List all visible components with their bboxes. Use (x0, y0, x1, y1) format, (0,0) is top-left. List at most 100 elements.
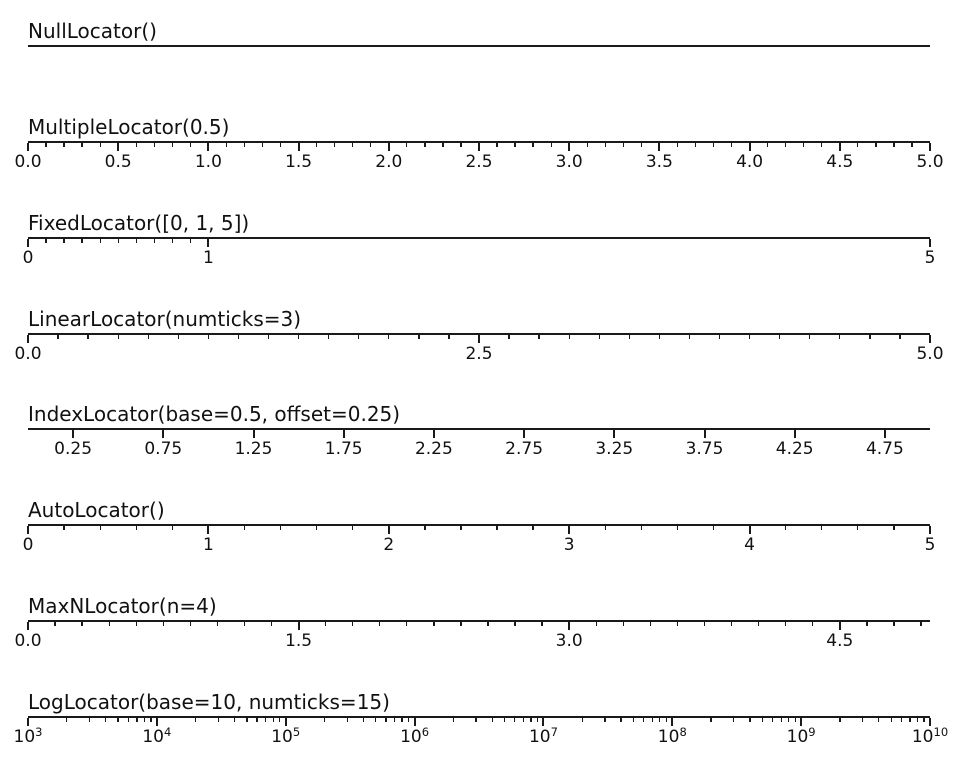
tick-label: 5.0 (916, 151, 944, 172)
minor-tick (393, 718, 396, 723)
minor-tick (401, 718, 403, 723)
tick-label: 107 (528, 724, 558, 748)
minor-tick (604, 142, 606, 147)
major-tick (800, 718, 803, 727)
minor-tick (496, 142, 498, 147)
tick-label: 3.25 (595, 439, 634, 460)
minor-tick (694, 142, 697, 147)
minor-tick (676, 622, 679, 627)
minor-tick (920, 622, 922, 627)
tick-label: 0 (22, 535, 34, 556)
minor-tick (496, 526, 498, 531)
minor-tick (328, 334, 330, 339)
major-tick (252, 430, 255, 439)
minor-tick (460, 142, 462, 147)
minor-tick (839, 718, 841, 723)
major-tick (342, 430, 345, 439)
tick-label: 3.0 (555, 151, 583, 172)
minor-tick (279, 718, 281, 723)
minor-tick (279, 142, 282, 147)
minor-tick (194, 718, 197, 723)
major-tick (703, 430, 706, 439)
minor-tick (108, 622, 110, 627)
minor-tick (538, 334, 540, 339)
tick-label: 103 (13, 724, 43, 748)
tick-label: 5 (924, 247, 936, 268)
tick-label: 1 (202, 247, 214, 268)
minor-tick (352, 622, 354, 627)
major-tick (284, 718, 287, 727)
minor-tick (147, 334, 149, 339)
minor-tick (424, 526, 426, 531)
minor-tick (508, 334, 510, 339)
minor-tick (536, 718, 539, 723)
minor-tick (448, 334, 450, 339)
major-tick (297, 142, 300, 151)
minor-tick (659, 718, 661, 723)
minor-tick (581, 718, 583, 723)
minor-tick (748, 334, 751, 339)
major-tick (478, 334, 480, 343)
tick-label: 4.5 (826, 151, 854, 172)
tick-label: 105 (271, 724, 301, 748)
tick-label: 2.75 (505, 439, 544, 460)
axis-line (28, 45, 930, 47)
exponent: 5 (292, 724, 301, 739)
minor-tick (99, 142, 101, 147)
tick-label: 3 (563, 535, 575, 556)
minor-tick (117, 718, 119, 723)
minor-tick (899, 334, 901, 339)
minor-tick (442, 142, 444, 147)
minor-tick (460, 526, 462, 531)
minor-tick (189, 142, 191, 147)
minor-tick (733, 718, 735, 723)
minor-tick (712, 142, 715, 147)
major-tick (162, 430, 165, 439)
major-tick (478, 142, 480, 151)
major-tick (207, 142, 210, 151)
minor-tick (541, 622, 543, 627)
minor-tick (45, 238, 47, 243)
minor-tick (718, 334, 721, 339)
minor-tick (117, 334, 119, 339)
minor-tick (794, 718, 796, 723)
minor-tick (63, 238, 65, 243)
minor-tick (803, 142, 805, 147)
major-tick (748, 142, 751, 151)
axis-title: MaxNLocator(n=4) (28, 594, 217, 619)
minor-tick (788, 718, 790, 723)
minor-tick (135, 526, 137, 531)
minor-tick (785, 622, 787, 627)
exponent: 10 (933, 724, 949, 739)
major-tick (671, 718, 674, 727)
major-tick (72, 430, 75, 439)
minor-tick (487, 622, 489, 627)
exponent: 4 (164, 724, 172, 739)
minor-tick (243, 142, 246, 147)
minor-tick (81, 142, 83, 147)
minor-tick (640, 142, 642, 147)
minor-tick (225, 142, 228, 147)
minor-tick (491, 718, 493, 723)
minor-tick (379, 622, 381, 627)
minor-tick (893, 622, 895, 627)
minor-tick (270, 622, 273, 627)
minor-tick (761, 718, 763, 723)
minor-tick (771, 718, 774, 723)
tick-label: 0.75 (144, 439, 183, 460)
axis-line (28, 620, 930, 623)
minor-tick (460, 622, 462, 627)
tick-label: 0.0 (14, 631, 42, 652)
minor-tick (162, 622, 164, 627)
minor-tick (189, 238, 191, 243)
tick-label: 5.0 (916, 343, 944, 364)
minor-tick (352, 526, 354, 531)
tick-label: 108 (657, 724, 687, 748)
minor-tick (370, 142, 372, 147)
exponent: 9 (808, 724, 816, 739)
tick-label: 0.0 (14, 343, 42, 364)
major-tick (883, 430, 886, 439)
minor-tick (514, 718, 516, 723)
minor-tick (267, 334, 270, 339)
